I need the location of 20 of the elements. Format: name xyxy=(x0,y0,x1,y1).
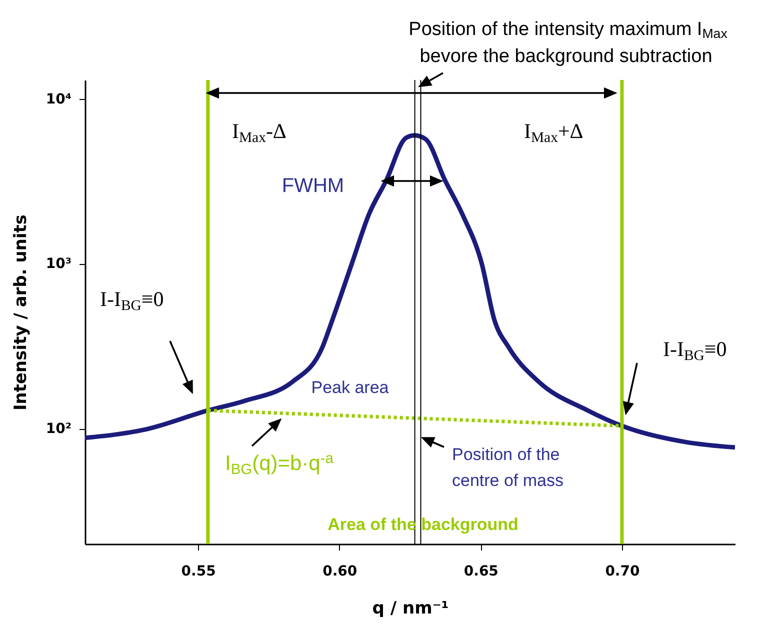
x-tick-label: 0.55 xyxy=(181,564,216,580)
y-tick-label: 10² xyxy=(46,421,72,438)
annotation: I-I$_{BG}$≡0 xyxy=(100,287,164,314)
text: bevore the background subtraction xyxy=(420,46,712,67)
text: Position of the intensity maximum I$_{Max}$ xyxy=(408,19,728,42)
y-tick-label: 10³ xyxy=(46,256,72,272)
x-tick-label: 0.70 xyxy=(605,564,640,580)
x-tick-label: 0.60 xyxy=(322,564,358,580)
annotation: Peak area xyxy=(311,378,390,397)
annotation: I$_{Max}$-Δ xyxy=(232,119,286,146)
annotation: I$_{BG}$(q)=b·q$^{-a}$ xyxy=(225,451,334,478)
y-axis-title: Intensity / arb. units xyxy=(10,214,31,411)
annotation: I$_{Max}$+Δ xyxy=(524,119,584,146)
x-tick-label: 0.65 xyxy=(464,564,498,580)
y-tick-label: 10⁴ xyxy=(46,91,72,108)
annotation: I-I$_{BG}$≡0 xyxy=(663,337,727,364)
annotation: Position of the xyxy=(452,445,560,464)
x-axis-title: q / nm⁻¹ xyxy=(372,598,449,618)
annotation: centre of mass xyxy=(452,471,564,490)
annotation: FWHM xyxy=(282,175,344,197)
